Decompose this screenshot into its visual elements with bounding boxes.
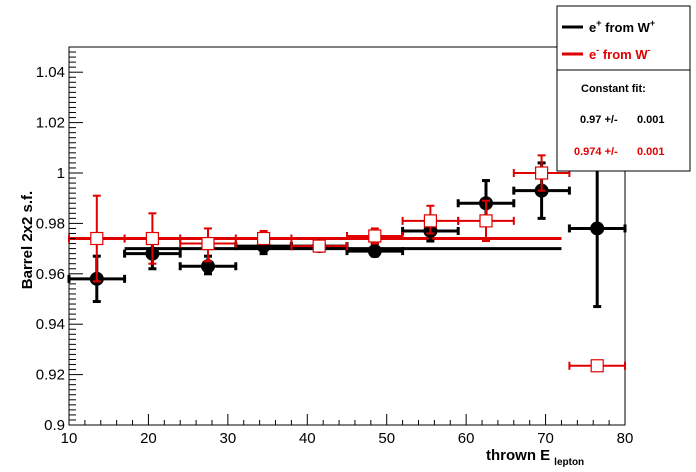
data-point-square [590, 359, 604, 373]
legend-entry-positron: e+ from W+ [589, 18, 655, 35]
fit-positron-error: 0.001 [637, 114, 665, 126]
y-tick-label: 1.04 [36, 64, 65, 81]
data-point-square [534, 166, 549, 180]
data-point-square [423, 214, 437, 228]
y-tick-label: 0.9 [44, 417, 65, 434]
data-point-circle [201, 259, 215, 274]
x-axis-label-subscript: lepton [554, 457, 584, 468]
data-points [67, 148, 627, 373]
y-tick-label: 0.94 [36, 316, 65, 333]
x-tick-label: 70 [537, 430, 554, 447]
data-point-circle [367, 244, 382, 259]
x-tick-label: 60 [458, 430, 475, 447]
x-tick-label: 10 [61, 430, 78, 447]
fit-box-title: Constant fit: [581, 83, 646, 95]
y-tick-label: 0.96 [36, 266, 65, 283]
data-point-square [145, 231, 159, 246]
x-tick-label: 40 [299, 430, 316, 447]
data-point-square [368, 229, 382, 243]
x-axis-label-main: thrown E [486, 447, 550, 464]
legend-frame [556, 5, 691, 71]
axes: 10 20 30 40 50 60 70 80 0.9 0.92 0.94 0.96 0.98 1 1.02… [36, 46, 634, 447]
legend: e+ from W+ e- from W- [556, 5, 691, 71]
y-tick-label: 0.98 [36, 215, 65, 232]
y-axis-label: Barrel 2x2 s.f. [19, 191, 36, 289]
data-point-square [312, 239, 326, 253]
fit-electron-error: 0.001 [637, 146, 665, 158]
fit-positron-value: 0.97 +/- [580, 114, 618, 126]
data-point-square [257, 231, 271, 246]
y-tick-label: 0.92 [36, 367, 65, 384]
x-tick-label: 50 [378, 430, 395, 447]
x-tick-label: 20 [140, 430, 157, 447]
x-tick-label: 30 [220, 430, 237, 447]
series-electron [68, 154, 626, 373]
data-point-square [479, 214, 493, 228]
x-tick-label: 80 [617, 430, 634, 447]
fit-results-box: Constant fit: 0.97 +/- 0.001 0.974 +/- 0… [556, 69, 691, 172]
y-tick-label: 1.02 [36, 115, 65, 132]
y-tick-label: 1 [57, 165, 65, 182]
data-point-square [90, 231, 104, 246]
legend-entry-electron: e- from W- [589, 45, 651, 62]
x-axis-label: thrown E lepton [486, 447, 584, 468]
data-point-square [201, 236, 215, 251]
data-point-circle [590, 221, 605, 236]
fit-box-frame [556, 69, 691, 172]
fit-electron-value: 0.974 +/- [574, 146, 618, 158]
